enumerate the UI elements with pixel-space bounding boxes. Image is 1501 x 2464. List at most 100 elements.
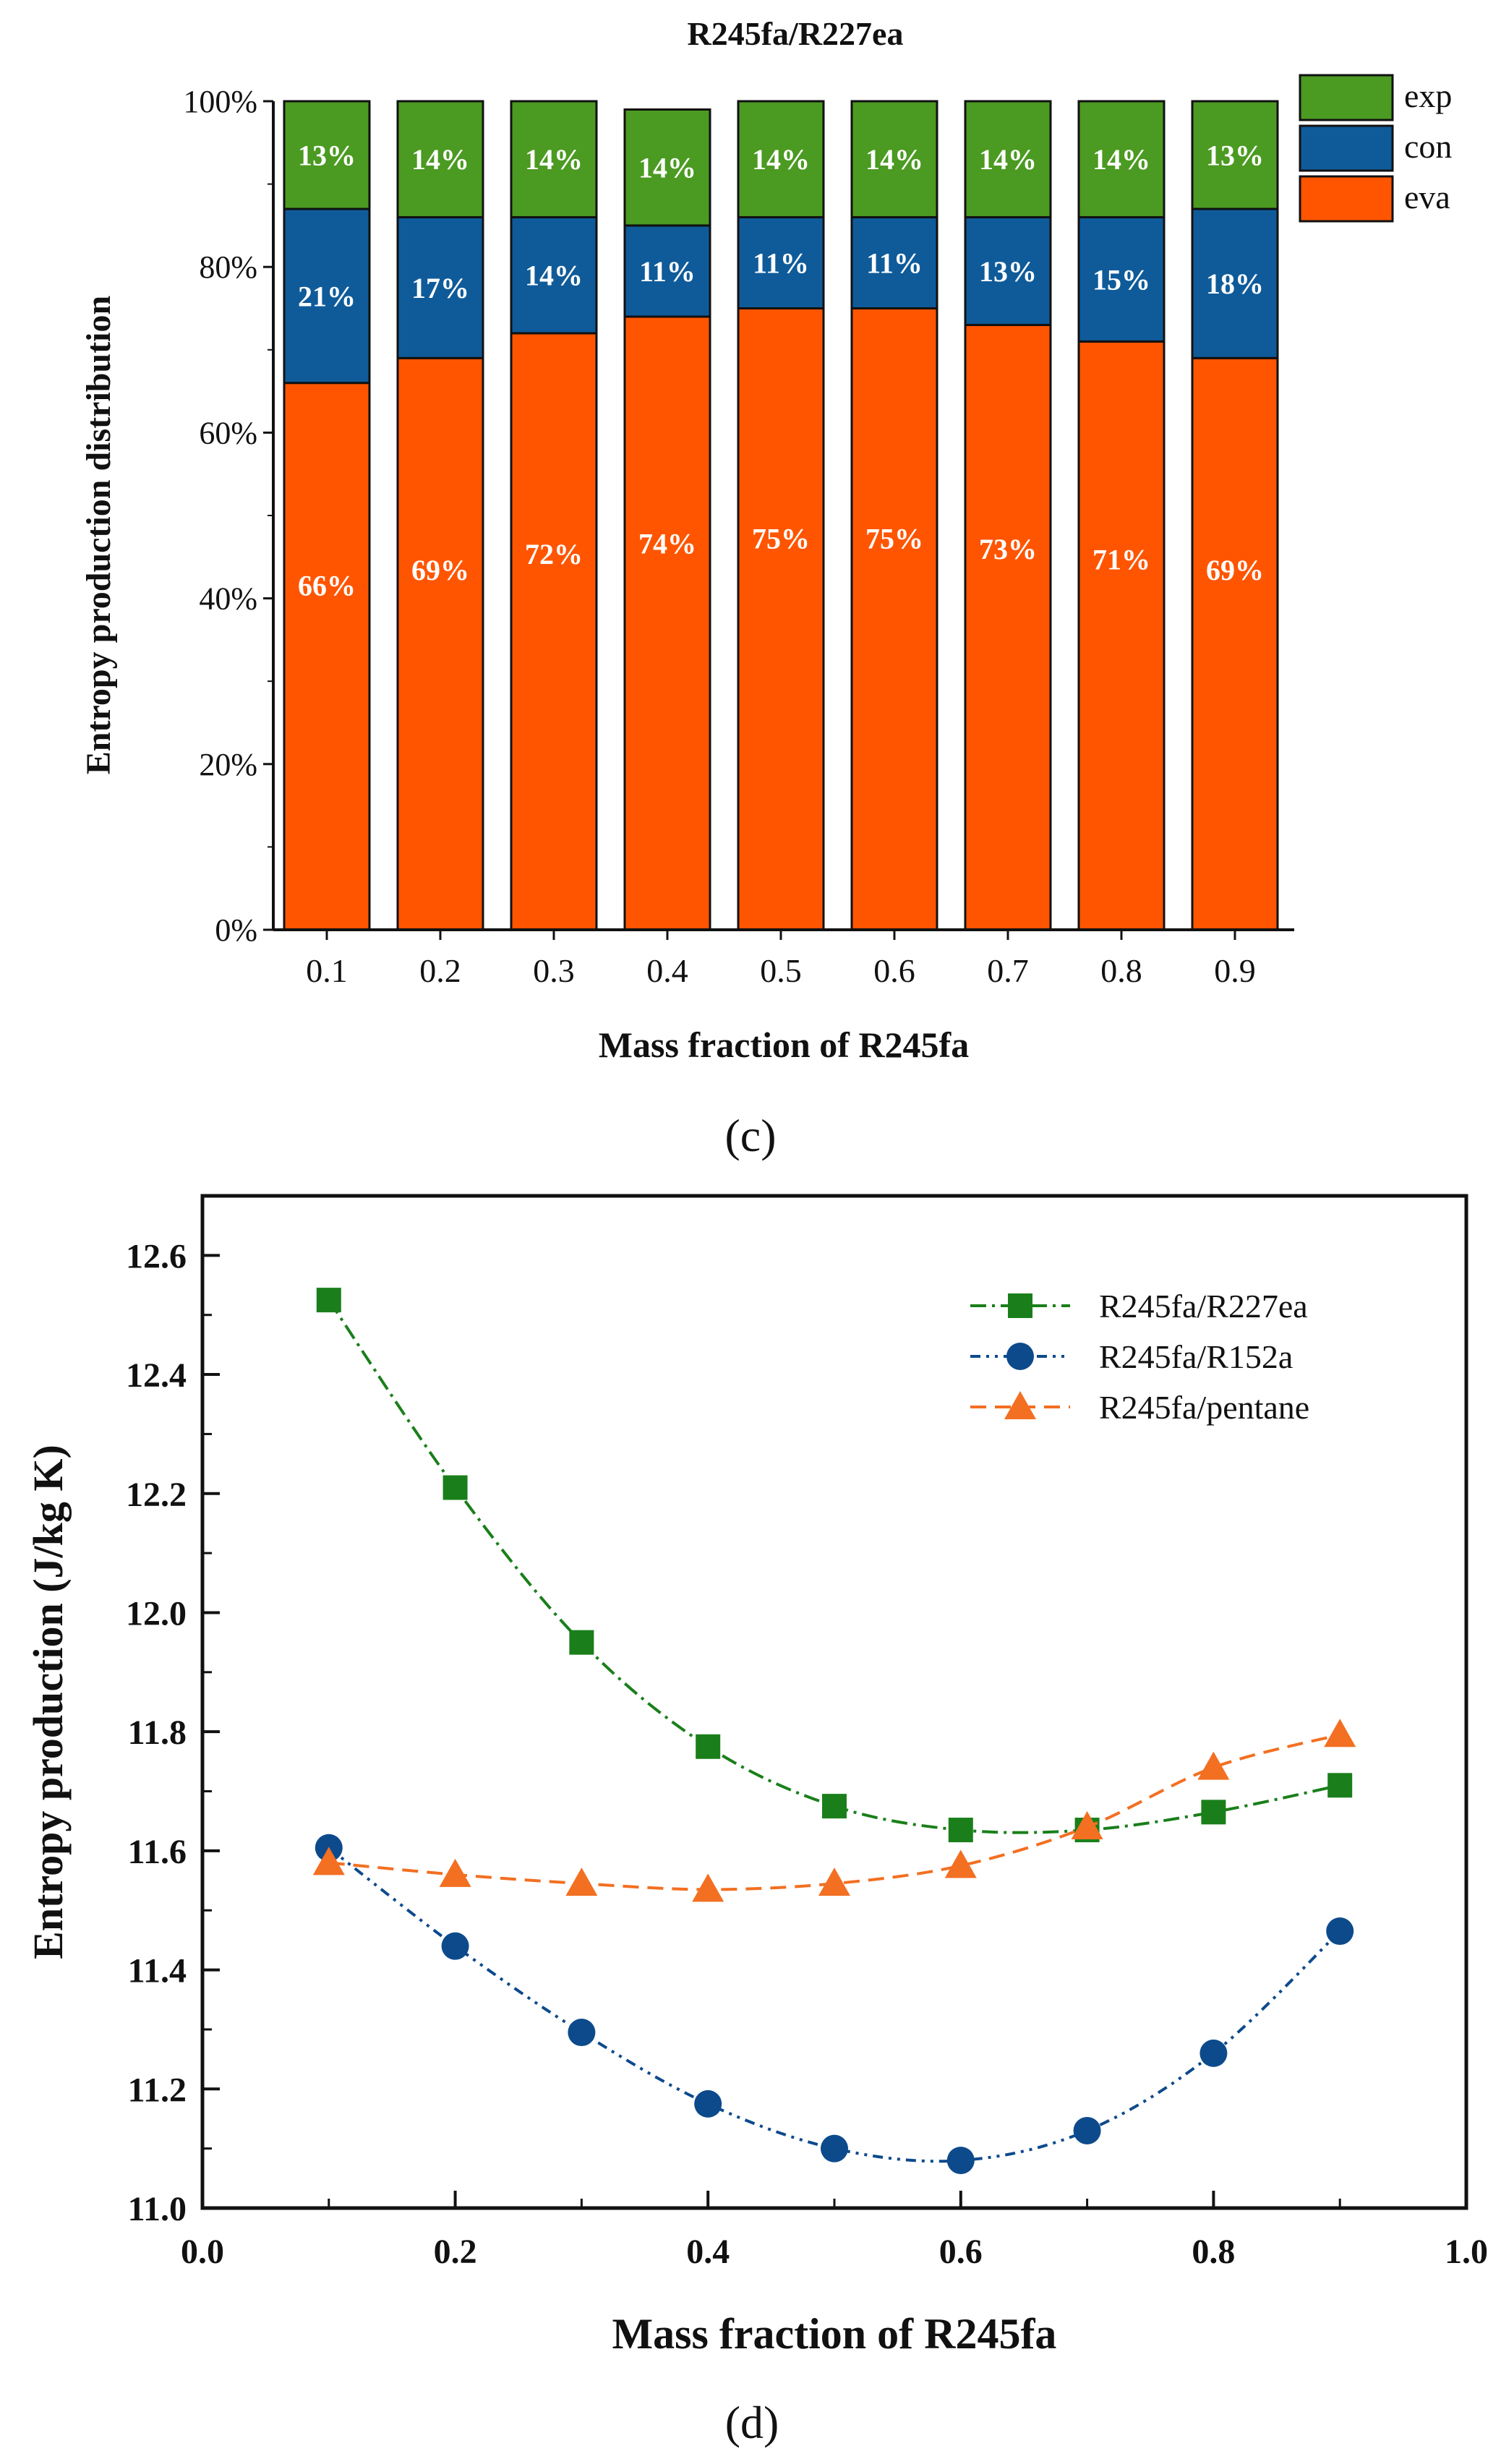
- data-point-circle: [1199, 2039, 1228, 2067]
- legend-label: R245fa/R227ea: [1099, 1288, 1308, 1325]
- data-point-circle: [1073, 2116, 1101, 2144]
- chart-d-x-axis: 0.0 0.2 0.4 0.6 0.8 1.0: [181, 2191, 1488, 2271]
- bar-data-label: 14%: [865, 143, 923, 176]
- y-tick-label: 40%: [199, 581, 257, 617]
- bar-data-label: 14%: [525, 143, 583, 176]
- chart-d-ylabel: Entropy production (J/kg K): [25, 1445, 72, 1959]
- y-tick-label: 11.6: [128, 1833, 187, 1871]
- bar-segment-eva: [1077, 340, 1166, 931]
- data-point-circle: [821, 2134, 848, 2163]
- y-tick-label: 0%: [215, 912, 257, 948]
- x-tick-label: 0.7: [987, 952, 1029, 989]
- bar-data-label: 74%: [638, 528, 696, 560]
- bar-data-label: 13%: [1206, 139, 1264, 171]
- chart-c-bars: 66% 21% 13% 69% 17% 14% 72% 14% 14% 74% 11% 14% 75% 1…: [283, 100, 1279, 931]
- data-point-triangle: [944, 1849, 977, 1878]
- x-tick-label: 0.8: [1192, 2233, 1235, 2271]
- data-point-circle: [694, 2089, 722, 2118]
- bar-segment-exp: [737, 100, 825, 218]
- x-tick-label: 0.8: [1100, 952, 1142, 989]
- x-tick-label: 0.9: [1214, 952, 1256, 989]
- x-tick-label: 0.6: [873, 952, 915, 989]
- data-point-circle: [946, 2147, 975, 2175]
- chart-d-y-axis: 11.0 11.2 11.4 11.6 11.8 12.0 12.2 12.4 12.6: [126, 1194, 220, 2228]
- bar-segment-con: [964, 215, 1052, 326]
- x-tick-label: 0.2: [419, 952, 461, 989]
- bar-data-label: 11%: [866, 247, 923, 279]
- bar-data-label: 21%: [298, 280, 356, 312]
- y-tick-label: 100%: [183, 84, 257, 119]
- data-point-triangle: [439, 1858, 471, 1887]
- chart-c-legend: exp con eva: [1299, 74, 1452, 223]
- bar-segment-exp: [850, 100, 938, 218]
- data-point-circle: [441, 1932, 469, 1960]
- data-point-square: [1327, 1773, 1353, 1798]
- x-tick-label: 1.0: [1445, 2233, 1488, 2271]
- chart-c-title: R245fa/R227ea: [688, 15, 904, 52]
- series-line: [328, 1299, 1340, 1834]
- bar-segment-eva: [396, 356, 484, 931]
- bar-data-label: 13%: [979, 255, 1037, 288]
- bar-segment-exp: [964, 100, 1052, 218]
- bar-data-label: 75%: [752, 523, 810, 555]
- chart-d-xlabel: Mass fraction of R245fa: [612, 2310, 1057, 2358]
- x-tick-label: 0.4: [686, 2233, 730, 2271]
- bar-data-label: 13%: [298, 139, 356, 171]
- data-point-square: [696, 1734, 721, 1759]
- bar-data-label: 73%: [979, 533, 1037, 565]
- x-tick-label: 0.0: [181, 2233, 224, 2271]
- chart-d-series: [312, 1288, 1356, 2175]
- legend-marker-triangle: [1004, 1391, 1036, 1419]
- bar-data-label: 11%: [753, 247, 809, 279]
- y-tick-label: 11.8: [128, 1714, 187, 1752]
- bar-segment-eva: [737, 307, 825, 931]
- bar-segment-con: [396, 215, 484, 359]
- y-tick-label: 12.4: [126, 1356, 187, 1395]
- bar-segment-con: [283, 208, 371, 385]
- data-point-triangle: [692, 1873, 724, 1902]
- bar-segment-eva: [850, 307, 938, 931]
- legend-marker-square: [1008, 1293, 1032, 1318]
- data-point-square: [442, 1475, 468, 1500]
- data-point-square: [948, 1818, 973, 1843]
- bar-segment-exp: [1191, 100, 1279, 210]
- bar-segment-eva: [623, 315, 711, 931]
- legend-marker-circle: [1006, 1343, 1034, 1370]
- chart-c-x-axis: 0.1 0.2 0.3 0.4 0.5 0.6 0.7 0.8 0.9: [306, 930, 1256, 989]
- x-tick-label: 0.6: [939, 2233, 983, 2271]
- bar-data-label: 14%: [638, 152, 696, 184]
- bar-data-label: 11%: [639, 255, 696, 288]
- data-point-triangle: [565, 1868, 598, 1896]
- bar-data-label: 72%: [525, 538, 583, 570]
- legend-swatch-exp: [1299, 74, 1394, 121]
- bar-data-label: 75%: [865, 523, 923, 555]
- bar-segment-exp: [510, 100, 598, 218]
- x-tick-label: 0.5: [760, 952, 802, 989]
- bar-segment-eva: [1191, 356, 1279, 931]
- bar-data-label: 14%: [752, 143, 810, 176]
- bar-data-label: 14%: [979, 143, 1037, 176]
- data-point-circle: [568, 2019, 596, 2047]
- y-tick-label: 12.0: [126, 1594, 187, 1633]
- data-point-square: [316, 1288, 341, 1313]
- panel-d-line-chart: 11.0 11.2 11.4 11.6 11.8 12.0 12.2 12.4 12.6 0.0…: [25, 1194, 1488, 2448]
- data-point-square: [822, 1794, 847, 1819]
- y-tick-label: 11.4: [128, 1952, 187, 1990]
- bar-segment-eva: [510, 332, 598, 931]
- data-point-square: [569, 1630, 594, 1655]
- chart-d-legend: R245fa/R227ea R245fa/R152a R245fa/pentane: [970, 1288, 1309, 1426]
- bar-segment-exp: [1077, 100, 1166, 218]
- bar-segment-con: [850, 215, 938, 309]
- data-point-triangle: [818, 1868, 850, 1896]
- chart-c-xlabel: Mass fraction of R245fa: [599, 1024, 969, 1065]
- bar-segment-con: [1077, 215, 1166, 343]
- bar-segment-con: [510, 215, 598, 335]
- x-tick-label: 0.3: [533, 952, 575, 989]
- bar-data-label: 15%: [1092, 263, 1150, 296]
- bar-segment-exp: [283, 100, 371, 210]
- bar-segment-exp: [623, 108, 711, 227]
- bar-data-label: 18%: [1206, 268, 1264, 300]
- bar-data-label: 14%: [1092, 143, 1150, 176]
- data-point-triangle: [1071, 1810, 1103, 1839]
- bar-data-label: 71%: [1092, 543, 1150, 576]
